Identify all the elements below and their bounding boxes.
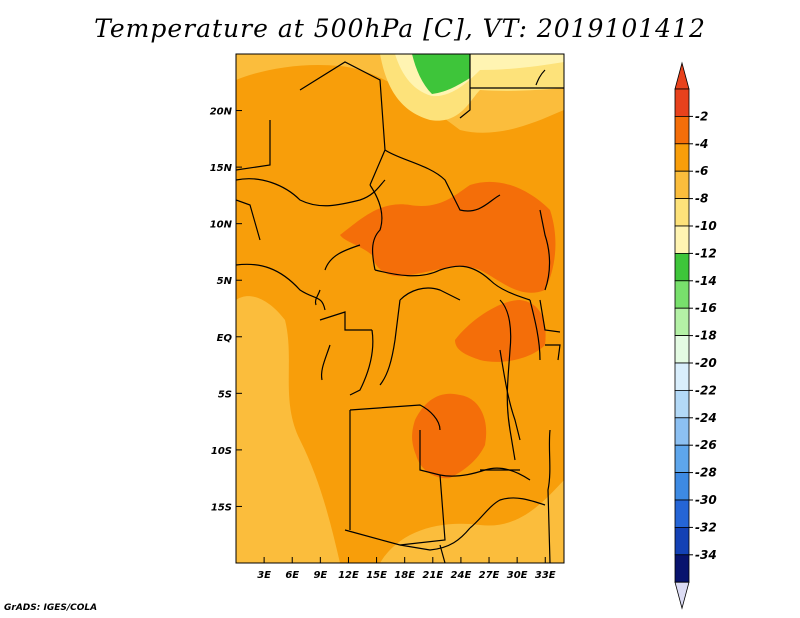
country-borders bbox=[236, 54, 564, 563]
colorbar-swatch bbox=[674, 307, 690, 337]
border-line bbox=[529, 299, 541, 361]
colorbar-swatch bbox=[674, 170, 690, 199]
lon-tick-label: 12E bbox=[338, 570, 359, 581]
colorbar-swatch bbox=[674, 280, 690, 309]
border-line bbox=[236, 178, 386, 207]
longitude-axis: 3E 6E 9E 12E 15E 18E 21E 24E 27E 30E 33E bbox=[257, 557, 556, 581]
contour-cool-west bbox=[236, 296, 340, 563]
border-line bbox=[545, 344, 561, 361]
border-line bbox=[324, 244, 361, 271]
lat-tick-label: 5N bbox=[217, 276, 233, 287]
colorbar-label: -32 bbox=[695, 520, 717, 534]
lon-tick-label: 21E bbox=[422, 570, 443, 581]
lat-tick-label: 10S bbox=[211, 446, 232, 457]
border-line bbox=[399, 287, 461, 301]
lon-tick-label: 18E bbox=[394, 570, 415, 581]
colorbar-label: -22 bbox=[695, 383, 717, 397]
colorbar-label: -8 bbox=[695, 192, 708, 206]
border-line bbox=[320, 344, 331, 381]
colorbar-label: -14 bbox=[695, 274, 717, 288]
colorbar-label: -30 bbox=[695, 493, 717, 507]
border-line bbox=[439, 544, 446, 563]
colorbar-swatch bbox=[674, 554, 690, 583]
border-line bbox=[384, 149, 501, 212]
border-line bbox=[299, 61, 386, 186]
lon-tick-label: 6E bbox=[285, 570, 299, 581]
colorbar-swatch bbox=[674, 88, 690, 117]
contour-warm-center-north bbox=[340, 181, 556, 293]
lon-tick-label: 27E bbox=[479, 570, 500, 581]
border-line bbox=[344, 527, 471, 551]
lon-tick-label: 9E bbox=[313, 570, 327, 581]
colorbar-top-arrow bbox=[674, 61, 690, 90]
border-line bbox=[469, 497, 546, 529]
border-line bbox=[369, 184, 383, 271]
colorbar-label: -16 bbox=[695, 301, 717, 315]
border-line bbox=[539, 209, 551, 291]
colorbar-label: -2 bbox=[695, 109, 708, 123]
border-line bbox=[547, 429, 551, 563]
lat-tick-label: 15N bbox=[210, 163, 233, 174]
colorbar-swatch bbox=[674, 444, 690, 474]
colorbar-label: -10 bbox=[695, 219, 717, 233]
border-line bbox=[349, 404, 441, 431]
contour-warm-east bbox=[455, 300, 546, 362]
colorbar-label: -12 bbox=[695, 246, 717, 260]
colorbar-swatch bbox=[674, 225, 690, 254]
colorbar-swatch bbox=[674, 143, 690, 172]
border-line bbox=[349, 329, 374, 396]
lon-tick-label: 33E bbox=[535, 570, 556, 581]
colorbar-swatch bbox=[674, 499, 690, 528]
contour-green-patch bbox=[412, 54, 470, 94]
colorbar-label: -26 bbox=[695, 438, 717, 452]
lon-tick-label: 3E bbox=[257, 570, 271, 581]
border-line bbox=[236, 120, 271, 171]
lon-tick-label: 24E bbox=[451, 570, 472, 581]
border-line bbox=[499, 349, 521, 441]
colorbar-label: -6 bbox=[695, 164, 708, 178]
colorbar-swatch bbox=[674, 527, 690, 556]
border-line bbox=[539, 299, 561, 333]
colorbar-swatch bbox=[674, 252, 690, 282]
lon-tick-label: 30E bbox=[507, 570, 528, 581]
colorbar-label: -4 bbox=[695, 137, 708, 151]
colorbar-label: -34 bbox=[695, 548, 717, 562]
lat-tick-label: 5S bbox=[218, 389, 232, 400]
lat-tick-label: 10N bbox=[210, 220, 233, 231]
lat-tick-label: 15S bbox=[211, 502, 232, 513]
grads-credit: GrADS: IGES/COLA bbox=[4, 603, 98, 613]
colorbar-swatch bbox=[674, 417, 690, 446]
border-line bbox=[236, 199, 261, 241]
colorbar-label: -28 bbox=[695, 466, 717, 480]
colorbar-label: -18 bbox=[695, 329, 717, 343]
colorbar-bottom-arrow bbox=[674, 581, 690, 610]
lon-tick-label: 15E bbox=[366, 570, 387, 581]
colorbar-swatch bbox=[674, 116, 690, 145]
latitude-axis: 20N 15N 10N 5N EQ 5S 10S 15S bbox=[210, 107, 242, 513]
lat-tick-label: EQ bbox=[217, 333, 233, 344]
border-line bbox=[319, 311, 372, 331]
temperature-field bbox=[236, 54, 564, 563]
colorbar-label: -20 bbox=[695, 356, 717, 370]
colorbar: -2 -4 -6 -8 -10 -12 -14 -16 -18 -20 -22 -24 -26 -28 -3… bbox=[674, 61, 717, 610]
colorbar-swatch bbox=[674, 335, 690, 364]
border-line bbox=[379, 299, 401, 386]
colorbar-swatch bbox=[674, 362, 690, 391]
border-line bbox=[236, 263, 326, 311]
map-frame bbox=[235, 53, 565, 564]
border-line bbox=[459, 54, 471, 119]
contour-warm-south bbox=[412, 393, 487, 479]
colorbar-swatch bbox=[674, 198, 690, 227]
border-line bbox=[314, 289, 321, 306]
map-title: Temperature at 500hPa [C], VT: 201910141… bbox=[94, 14, 706, 43]
lat-tick-label: 20N bbox=[210, 107, 233, 118]
colorbar-swatch bbox=[674, 389, 690, 419]
border-line bbox=[374, 265, 531, 301]
colorbar-swatch bbox=[674, 472, 690, 501]
border-line bbox=[499, 299, 516, 461]
colorbar-label: -24 bbox=[695, 411, 717, 425]
border-line bbox=[535, 69, 546, 86]
